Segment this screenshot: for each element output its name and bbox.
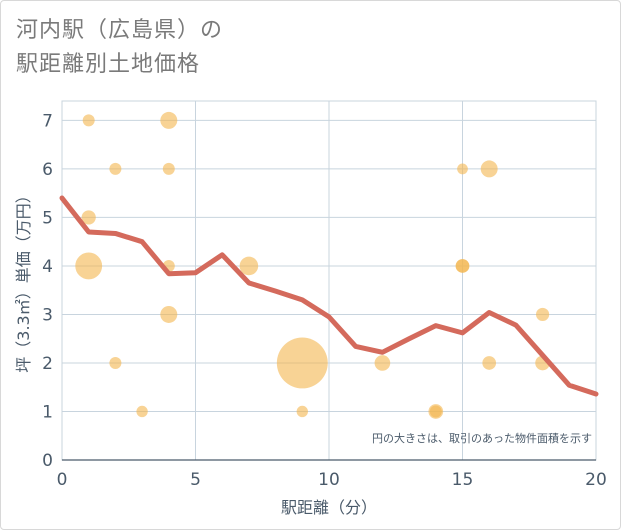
chart-title: 河内駅（広島県）の 駅距離別土地価格 <box>16 14 223 82</box>
bubble-17 <box>482 356 497 370</box>
y-tick-label-1: 1 <box>42 402 53 422</box>
bubble-16 <box>374 355 391 371</box>
x-tick-label-1: 5 <box>190 470 201 490</box>
bubble-20 <box>296 405 308 418</box>
y-tick-labels: 0 1 2 3 4 5 6 7 <box>42 111 53 471</box>
y-axis-label: 坪（3.3㎡）単価（万円） <box>14 187 33 372</box>
bubble-12 <box>160 305 178 323</box>
trend-series <box>59 195 599 397</box>
y-tick-label-0: 0 <box>42 451 53 471</box>
bubble-5 <box>480 160 498 178</box>
bubble-0 <box>82 114 95 127</box>
y-tick-label-3: 3 <box>42 305 53 325</box>
x-tick-label-4: 20 <box>585 470 607 490</box>
bubble-15 <box>276 337 328 389</box>
x-axis-label: 駅距離（分） <box>281 498 377 517</box>
chart-title-line-2: 駅距離別土地価格 <box>16 52 201 77</box>
bubble-9 <box>239 256 259 276</box>
chart-title-line-1: 河内駅（広島県）の <box>16 18 224 43</box>
bubble-4 <box>457 163 468 175</box>
bubble-3 <box>162 162 175 175</box>
trend-line <box>59 195 599 397</box>
bubble-22 <box>429 405 442 418</box>
x-tick-labels: 0 5 10 15 20 <box>57 470 607 490</box>
bubble-13 <box>536 307 550 322</box>
y-tick-label-6: 6 <box>42 160 53 180</box>
bubble-1 <box>160 111 178 129</box>
y-tick-label-5: 5 <box>42 208 53 228</box>
size-legend-note: 円の大きさは、取引のあった物件面積を示す <box>372 431 592 445</box>
grid-lines <box>62 101 596 461</box>
bubble-6 <box>81 210 96 225</box>
bubble-2 <box>109 162 122 175</box>
y-tick-label-4: 4 <box>42 257 53 277</box>
x-tick-label-0: 0 <box>57 470 68 490</box>
x-tick-label-2: 10 <box>318 470 340 490</box>
x-tick-label-3: 15 <box>452 470 474 490</box>
bubble-7 <box>75 252 103 280</box>
y-tick-label-2: 2 <box>42 354 53 374</box>
bubble-series <box>75 111 550 419</box>
y-tick-label-7: 7 <box>42 111 53 131</box>
bubble-19 <box>136 405 148 418</box>
bubble-14 <box>109 356 122 369</box>
bubble-11 <box>455 259 470 273</box>
